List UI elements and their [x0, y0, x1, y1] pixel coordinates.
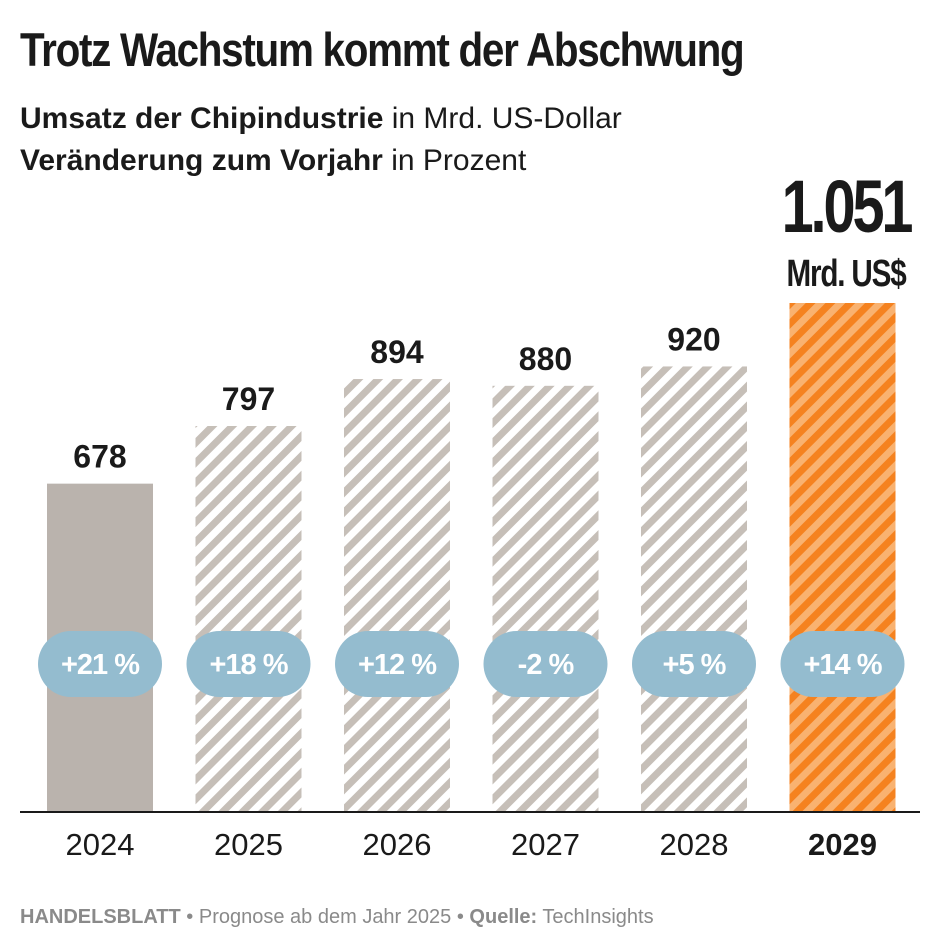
subtitle-revenue-bold: Umsatz der Chipindustrie: [20, 102, 384, 135]
change-pill-2026: [335, 631, 459, 697]
footer-source: TechInsights: [542, 906, 654, 928]
bar-2026: [344, 379, 450, 812]
value-label-2026: 894: [370, 334, 424, 370]
change-label-2027: -2 %: [518, 649, 575, 681]
subtitle-change: Veränderung zum Vorjahr in Prozent: [20, 144, 526, 178]
x-tick-2026: 2026: [363, 827, 432, 862]
value-label-2028: 920: [667, 321, 720, 357]
x-tick-2029: 2029: [808, 827, 877, 862]
highlight-value: 1.051: [782, 166, 913, 249]
footer-note: Prognose ab dem Jahr 2025: [198, 906, 452, 928]
subtitle-change-unit: in Prozent: [391, 144, 527, 177]
footer-separator: •: [456, 906, 464, 928]
change-label-2026: +12 %: [358, 649, 437, 681]
footer-brand: HANDELSBLATT: [20, 906, 181, 928]
x-tick-2024: 2024: [66, 827, 135, 862]
highlight-unit: Mrd. US$: [786, 253, 906, 295]
change-label-2028: +5 %: [663, 649, 727, 681]
x-tick-2027: 2027: [511, 827, 580, 862]
value-label-2027: 880: [519, 341, 572, 377]
change-pill-2024: [38, 631, 162, 697]
change-label-2024: +21 %: [61, 649, 140, 681]
footer: HANDELSBLATT • Prognose ab dem Jahr 2025…: [20, 906, 654, 929]
change-pill-2027: [483, 631, 608, 697]
subtitle-revenue-unit: in Mrd. US-Dollar: [391, 102, 622, 135]
chart-title: Trotz Wachstum kommt der Abschwung: [20, 23, 745, 76]
change-pill-2028: [632, 631, 756, 697]
change-pill-2025: [186, 631, 311, 697]
value-label-2025: 797: [222, 381, 275, 417]
bar-2025: [195, 426, 302, 812]
value-label-2024: 678: [73, 439, 126, 475]
bar-2028: [641, 366, 747, 812]
change-label-2029: +14 %: [803, 649, 882, 681]
change-label-2025: +18 %: [209, 649, 288, 681]
footer-separator: •: [186, 906, 194, 928]
x-tick-2025: 2025: [214, 827, 283, 862]
bar-2029: [789, 303, 896, 812]
bar-2027: [492, 385, 599, 812]
subtitle-revenue: Umsatz der Chipindustrie in Mrd. US-Doll…: [20, 102, 622, 136]
footer-source-label: Quelle:: [469, 906, 538, 928]
x-tick-2028: 2028: [660, 827, 729, 862]
subtitle-change-bold: Veränderung zum Vorjahr: [20, 144, 383, 177]
change-pill-2029: [780, 631, 905, 697]
